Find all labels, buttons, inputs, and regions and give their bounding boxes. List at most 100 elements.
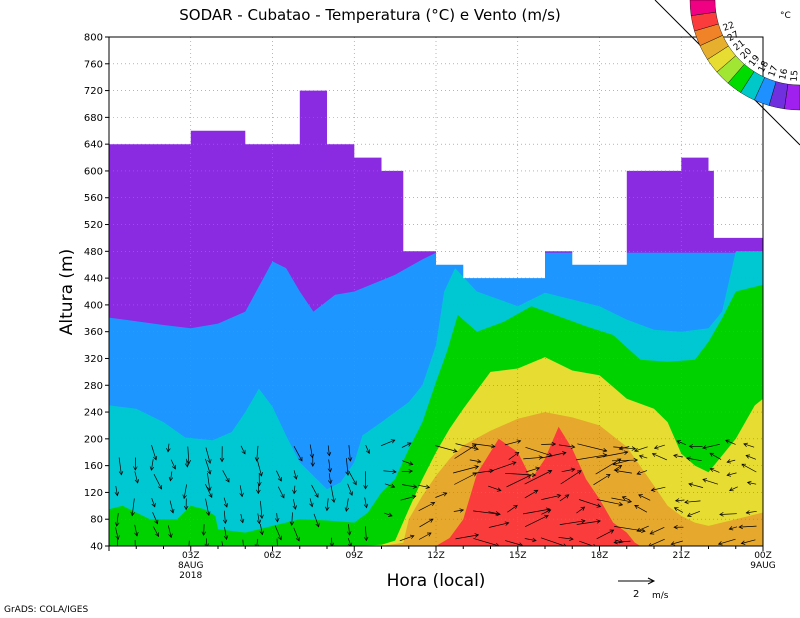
x-tick-date: 8AUG bbox=[178, 561, 203, 571]
wind-arrowhead bbox=[513, 504, 518, 510]
wind-arrowhead bbox=[545, 507, 551, 512]
wind-arrowhead bbox=[152, 455, 158, 461]
y-tick-label: 440 bbox=[84, 274, 103, 285]
wind-arrow bbox=[327, 445, 330, 456]
wind-arrow bbox=[702, 479, 719, 485]
wind-arrow bbox=[702, 443, 720, 449]
wind-reference: 2 m/s bbox=[618, 577, 669, 601]
wind-arrowhead bbox=[365, 449, 370, 454]
wind-arrowhead bbox=[314, 493, 319, 498]
wind-arrowhead bbox=[459, 508, 465, 513]
wind-arrow bbox=[613, 459, 630, 465]
legend-label: 22 bbox=[722, 20, 736, 33]
wind-reference-unit: m/s bbox=[652, 591, 669, 601]
wind-arrow bbox=[743, 443, 755, 448]
wind-arrowhead bbox=[201, 531, 206, 536]
wind-arrowhead bbox=[596, 503, 602, 508]
wind-arrowhead bbox=[293, 475, 298, 480]
y-tick-label: 240 bbox=[84, 408, 103, 419]
wind-arrowhead bbox=[688, 444, 694, 449]
wind-arrow bbox=[595, 458, 621, 475]
wind-arrowhead bbox=[686, 512, 692, 517]
wind-arrowhead bbox=[569, 536, 574, 542]
wind-arrowhead bbox=[363, 503, 369, 509]
wind-arrowhead bbox=[653, 445, 659, 450]
legend-label: 18 bbox=[757, 59, 771, 74]
wind-arrow bbox=[346, 458, 349, 476]
wind-arrowhead bbox=[676, 440, 682, 445]
wind-arrow bbox=[118, 457, 122, 475]
wind-arrow bbox=[718, 538, 736, 545]
wind-arrow bbox=[639, 455, 648, 459]
wind-arrow bbox=[615, 470, 632, 474]
wind-arrowhead bbox=[258, 472, 263, 477]
wind-arrow bbox=[558, 537, 574, 540]
wind-arrow bbox=[675, 499, 685, 502]
wind-arrowhead bbox=[533, 489, 539, 494]
legend-label: 17 bbox=[767, 64, 780, 78]
wind-arrow bbox=[671, 540, 683, 545]
wind-arrowhead bbox=[170, 509, 175, 514]
wind-arrow bbox=[709, 452, 722, 460]
wind-arrow bbox=[151, 444, 157, 460]
wind-arrowhead bbox=[168, 533, 173, 539]
wind-arrow bbox=[593, 474, 611, 486]
wind-arrowhead bbox=[511, 461, 517, 466]
legend-swatch bbox=[689, 0, 717, 16]
wind-arrowhead bbox=[408, 469, 413, 474]
y-tick-label: 80 bbox=[90, 515, 103, 526]
wind-arrowhead bbox=[223, 535, 229, 541]
wind-arrowhead bbox=[149, 466, 155, 471]
wind-arrow bbox=[741, 539, 756, 544]
wind-arrowhead bbox=[562, 451, 567, 456]
y-tick-label: 520 bbox=[84, 220, 103, 231]
wind-arrow bbox=[276, 512, 278, 522]
wind-arrow bbox=[540, 537, 566, 546]
wind-arrowhead bbox=[315, 522, 320, 528]
wind-arrowhead bbox=[115, 535, 120, 540]
wind-arrow bbox=[558, 444, 575, 448]
wind-arrowhead bbox=[709, 452, 715, 457]
wind-arrow bbox=[472, 470, 494, 474]
wind-arrow bbox=[505, 540, 523, 546]
wind-arrowhead bbox=[412, 484, 418, 489]
wind-arrowhead bbox=[725, 439, 730, 444]
wind-arrowhead bbox=[634, 505, 639, 509]
wind-arrow bbox=[223, 510, 226, 524]
wind-arrow bbox=[525, 467, 540, 473]
wind-arrow bbox=[505, 472, 536, 476]
wind-arrowhead bbox=[256, 519, 262, 525]
wind-arrowhead bbox=[633, 447, 639, 453]
y-tick-label: 360 bbox=[84, 327, 103, 338]
wind-arrowhead bbox=[686, 456, 691, 461]
wind-arrowhead bbox=[613, 540, 618, 545]
wind-arrow bbox=[276, 538, 278, 546]
wind-arrowhead bbox=[292, 489, 297, 495]
wind-arrowhead bbox=[348, 491, 353, 496]
wind-arrow bbox=[648, 538, 665, 546]
wind-arrow bbox=[745, 455, 757, 460]
wind-arrowhead bbox=[406, 442, 412, 447]
temperature-band-6 bbox=[109, 426, 763, 546]
wind-arrow bbox=[473, 538, 500, 546]
wind-arrowhead bbox=[155, 532, 160, 538]
wind-arrowhead bbox=[641, 528, 646, 533]
wind-arrow bbox=[134, 524, 138, 536]
wind-arrow bbox=[729, 526, 738, 530]
wind-arrow bbox=[224, 526, 227, 540]
wind-arrowhead bbox=[259, 514, 264, 520]
wind-arrowhead bbox=[531, 472, 537, 478]
wind-arrow bbox=[541, 494, 561, 500]
wind-arrow bbox=[435, 445, 458, 452]
wind-arrowhead bbox=[580, 506, 586, 511]
wind-arrow bbox=[186, 458, 188, 467]
wind-arrow bbox=[729, 486, 738, 491]
wind-arrowhead bbox=[182, 494, 187, 500]
wind-arrow bbox=[330, 485, 335, 503]
y-tick-label: 320 bbox=[84, 354, 103, 365]
wind-arrowhead bbox=[621, 496, 627, 501]
wind-arrowhead bbox=[259, 530, 264, 536]
wind-arrowhead bbox=[570, 444, 576, 449]
wind-arrowhead bbox=[344, 507, 350, 512]
wind-arrow bbox=[651, 486, 666, 491]
